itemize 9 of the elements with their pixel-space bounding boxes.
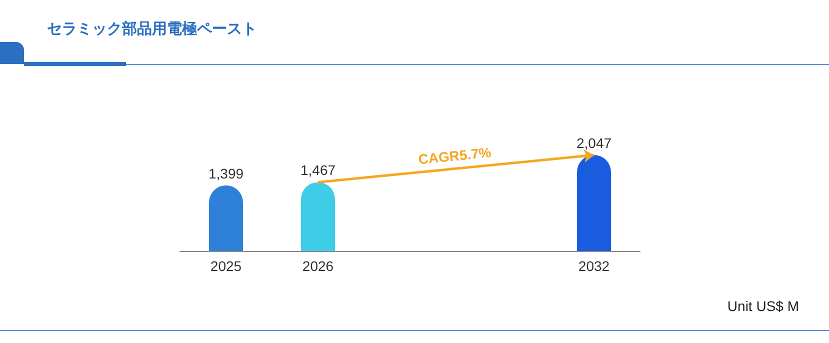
- data-label: 2,047: [576, 135, 612, 151]
- text: Unit US$ M: [727, 298, 800, 314]
- x-tick-label: 2025: [210, 258, 242, 274]
- chart-title: セラミック部品用電極ペースト: [47, 20, 257, 38]
- x-tick-label: 2026: [302, 258, 334, 274]
- data-label: 1,467: [300, 162, 336, 178]
- data-label: 1,399: [208, 165, 244, 182]
- x-tick-label: 2032: [578, 258, 610, 274]
- annotation: CAGR5.7%: [418, 144, 492, 168]
